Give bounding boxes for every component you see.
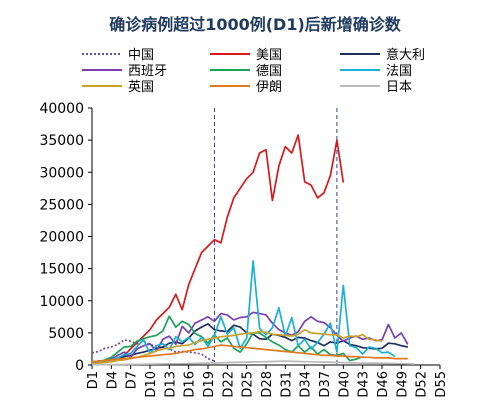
x-tick-label: D31: [279, 371, 294, 398]
y-tick-label: 30000: [39, 165, 84, 181]
x-tick-label: D1: [86, 371, 101, 389]
series-line: [91, 260, 396, 365]
y-tick-label: 40000: [39, 101, 84, 117]
x-tick-label: D34: [299, 371, 314, 398]
x-tick-label: D22: [221, 371, 236, 398]
plot-area: 0 5000 10000 15000 20000 25000 30000 35000 40000…: [39, 101, 449, 398]
legend-label: 日本: [386, 80, 412, 95]
series-line: [91, 344, 408, 363]
legend-label: 德国: [256, 64, 282, 79]
series-line: [91, 360, 415, 366]
x-tick-label: D55: [434, 371, 449, 398]
legend-label: 美国: [256, 48, 282, 63]
x-tick-label: D43: [357, 371, 372, 398]
x-tick-label: D40: [337, 371, 352, 398]
legend-label: 意大利: [386, 47, 425, 63]
legend-label: 法国: [386, 64, 412, 79]
x-tick-label: D37: [318, 371, 333, 398]
legend-label: 西班牙: [128, 64, 167, 79]
y-tick-label: 5000: [48, 326, 84, 342]
x-tick-label: D16: [183, 371, 198, 398]
y-tick-label: 35000: [39, 133, 84, 149]
x-tick-label: D52: [415, 371, 430, 398]
legend-label: 伊朗: [256, 80, 282, 95]
legend-label: 中国: [128, 48, 154, 63]
x-tick-label: D13: [163, 371, 178, 398]
y-tick-label: 0: [75, 358, 84, 374]
y-tick-label: 10000: [39, 294, 84, 310]
x-tick-label: D46: [376, 371, 391, 398]
series-line: [91, 339, 215, 362]
y-tick-label: 15000: [39, 262, 84, 278]
x-tick-label: D10: [144, 371, 159, 398]
x-tick-label: D49: [395, 371, 410, 398]
y-tick-label: 20000: [39, 230, 84, 246]
x-tick-label: D28: [260, 371, 275, 398]
series-line: [91, 134, 345, 364]
x-tick-label: D19: [202, 371, 217, 398]
chart-title: 确诊病例超过1000例(D1)后新增确诊数: [109, 15, 402, 34]
x-tick-label: D25: [241, 371, 256, 398]
x-tick-label: D7: [125, 371, 140, 389]
x-tick-label: D4: [105, 371, 120, 389]
y-tick-label: 25000: [39, 197, 84, 213]
legend-label: 英国: [128, 80, 154, 95]
